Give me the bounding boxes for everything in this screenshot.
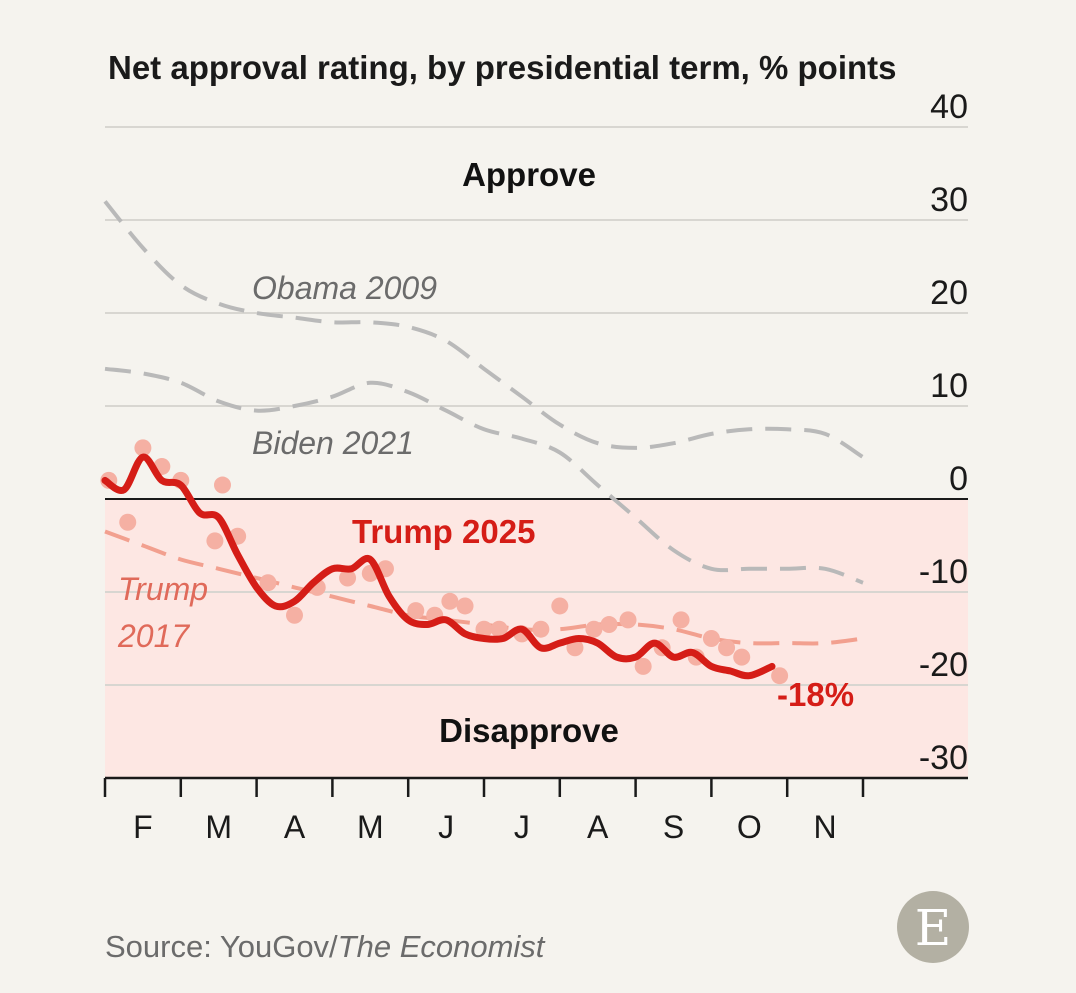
approve-label: Approve — [462, 156, 596, 193]
x-tick-label: J — [514, 809, 530, 845]
source-note: Source: YouGov/The Economist — [105, 929, 546, 964]
trump-2017-label-line1: Trump — [118, 571, 208, 607]
poll-dot — [259, 574, 277, 592]
poll-dot — [619, 611, 637, 629]
x-tick-label: O — [737, 809, 762, 845]
source-publication: The Economist — [338, 929, 546, 964]
source-prefix: Source: YouGov/ — [105, 929, 338, 964]
poll-dot — [733, 648, 751, 666]
poll-dot — [718, 639, 736, 657]
poll-dot — [771, 667, 789, 685]
poll-dot — [551, 597, 569, 615]
disapprove-label: Disapprove — [439, 712, 619, 749]
x-tick-label: M — [205, 809, 232, 845]
chart-title: Net approval rating, by presidential ter… — [108, 49, 897, 86]
y-tick-label: -30 — [919, 739, 968, 777]
trump-2025-label: Trump 2025 — [352, 513, 535, 550]
trump-2025-line — [101, 453, 776, 680]
poll-dot — [134, 439, 152, 457]
poll-dot — [532, 620, 550, 638]
poll-dots — [100, 439, 789, 685]
x-tick-label: S — [663, 809, 684, 845]
poll-dot — [566, 639, 584, 657]
poll-dot — [702, 630, 720, 647]
obama-2009-line — [103, 200, 865, 459]
y-tick-label: 0 — [949, 460, 968, 498]
trump-2017-label-line2: 2017 — [117, 618, 190, 654]
x-tick-label: M — [357, 809, 384, 845]
poll-dot — [672, 611, 690, 629]
logo-letter: E — [915, 899, 952, 957]
poll-dot — [600, 616, 618, 634]
poll-dot — [456, 597, 474, 615]
poll-dot — [441, 592, 459, 610]
x-tick-label: N — [814, 809, 837, 845]
biden-2021-label: Biden 2021 — [252, 425, 414, 461]
trump-2025-end-label: -18% — [777, 676, 854, 713]
poll-dot — [475, 620, 493, 638]
obama-2009-label: Obama 2009 — [252, 270, 437, 306]
poll-dot — [286, 606, 303, 624]
x-tick-label: J — [438, 809, 454, 845]
y-tick-label: 40 — [930, 88, 968, 126]
y-tick-label: 10 — [930, 367, 968, 405]
poll-dot — [407, 602, 425, 620]
y-tick-label: 20 — [930, 274, 968, 312]
poll-dot — [339, 569, 357, 587]
y-axis-tick-labels: 40 30 20 10 0 -10 -20 -30 — [919, 88, 968, 777]
y-tick-label: -20 — [919, 646, 968, 684]
biden-2021-line — [104, 366, 864, 585]
poll-dot — [119, 513, 137, 531]
economist-logo: E — [897, 891, 969, 963]
poll-dot — [206, 532, 224, 550]
disapprove-zone — [105, 499, 968, 778]
y-tick-label: 30 — [930, 181, 968, 219]
poll-dot — [490, 620, 508, 638]
logo-circle — [897, 891, 969, 963]
x-tick-label: F — [133, 809, 153, 845]
x-tick-label: A — [587, 809, 609, 845]
y-tick-label: -10 — [919, 553, 968, 591]
gridlines — [105, 126, 968, 780]
poll-dot — [585, 620, 603, 638]
poll-dot — [634, 657, 652, 675]
x-tick-label: A — [284, 809, 306, 845]
poll-dot — [213, 476, 231, 494]
